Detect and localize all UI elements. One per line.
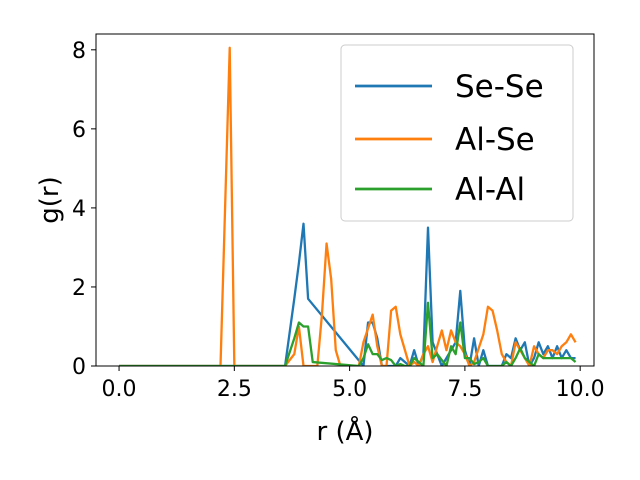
x-tick-label: 10.0	[556, 377, 605, 402]
x-axis-ticks: 0.0 2.5 5.0 7.5 10.0	[102, 366, 605, 402]
y-tick-label: 0	[72, 355, 86, 380]
x-tick-label: 7.5	[447, 377, 482, 402]
y-tick-label: 2	[72, 276, 86, 301]
y-tick-label: 8	[72, 39, 86, 64]
x-tick-label: 5.0	[332, 377, 367, 402]
series-layer	[119, 46, 577, 366]
series-line-0	[119, 222, 576, 366]
y-axis-ticks: 0 2 4 6 8	[72, 39, 96, 380]
legend-box	[340, 44, 574, 222]
x-tick-label: 0.0	[102, 377, 137, 402]
legend: Se-Se Al-Se Al-Al	[340, 44, 574, 222]
x-tick-label: 2.5	[217, 377, 252, 402]
legend-label-0: Se-Se	[455, 69, 544, 105]
series-line-1	[119, 46, 577, 366]
legend-label-1: Al-Se	[455, 122, 535, 158]
legend-label-2: Al-Al	[455, 172, 525, 208]
y-tick-label: 4	[72, 197, 86, 222]
plot-frame	[95, 33, 595, 367]
y-tick-label: 6	[72, 118, 86, 143]
series-line-2	[119, 301, 577, 366]
y-axis-label: g(r)	[35, 176, 65, 223]
x-axis-label: r (Å)	[316, 415, 373, 447]
